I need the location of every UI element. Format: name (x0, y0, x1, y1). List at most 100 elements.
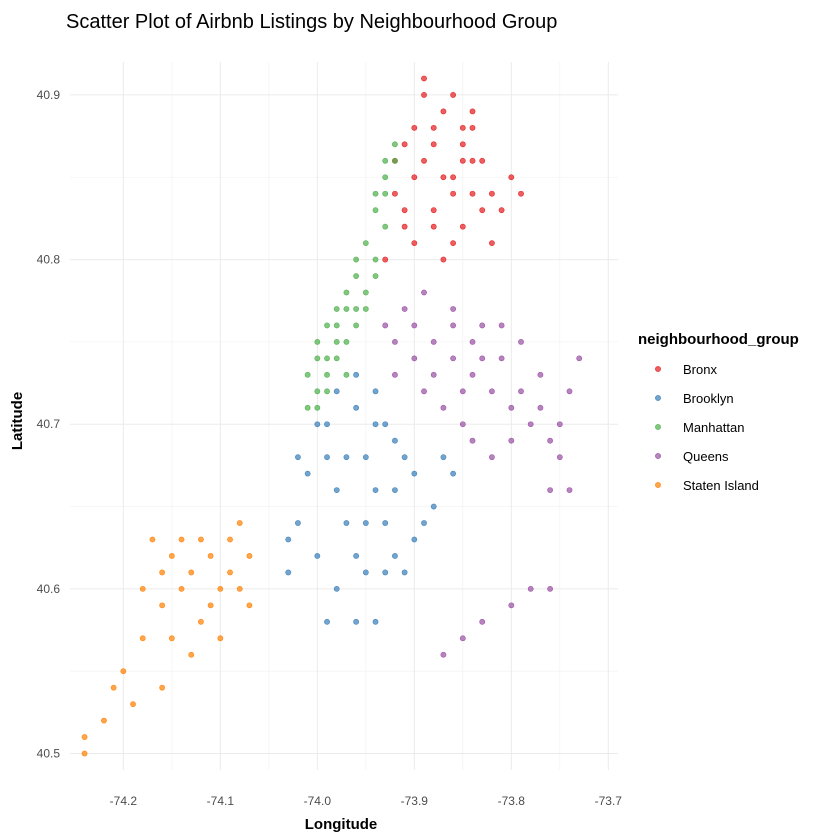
data-point-staten-island (159, 602, 166, 609)
data-point-queens (469, 437, 476, 444)
data-point-bronx (382, 256, 389, 263)
data-point-bronx (421, 157, 427, 164)
data-point-queens (479, 618, 486, 625)
data-point-bronx (459, 124, 466, 131)
data-point-bronx (421, 92, 427, 98)
data-point-bronx (411, 124, 418, 131)
y-tick-label: 40.6 (37, 582, 61, 596)
data-point-queens (459, 421, 466, 428)
data-point-bronx (411, 240, 418, 247)
data-point-manhattan (392, 141, 398, 148)
data-point-staten-island (81, 734, 88, 740)
data-point-brooklyn (362, 520, 369, 526)
x-tick-label: -74.0 (304, 794, 332, 808)
data-point-queens (537, 404, 544, 411)
data-point-bronx (479, 207, 486, 214)
data-point-queens (547, 585, 554, 592)
data-point-brooklyn (382, 569, 389, 576)
data-point-queens (450, 355, 457, 362)
data-point-bronx (508, 174, 515, 181)
data-point-manhattan (372, 207, 379, 214)
data-point-manhattan (362, 240, 369, 247)
series-brooklyn (285, 371, 457, 625)
x-tick-label: -73.8 (498, 794, 526, 808)
x-tick-label: -74.1 (207, 794, 235, 808)
data-point-staten-island (217, 585, 224, 592)
legend-key-brooklyn (655, 395, 661, 401)
data-point-queens (411, 322, 418, 329)
data-point-brooklyn (392, 437, 398, 444)
y-tick-label: 40.9 (37, 88, 61, 102)
data-point-staten-island (81, 750, 88, 757)
data-point-brooklyn (372, 388, 379, 395)
data-point-queens (508, 437, 515, 444)
data-point-bronx (450, 174, 457, 181)
x-tick-label: -73.9 (401, 794, 429, 808)
data-point-queens (508, 602, 515, 609)
data-point-queens (459, 388, 466, 395)
data-point-manhattan (372, 190, 379, 197)
data-point-queens (421, 289, 427, 296)
data-point-staten-island (178, 585, 185, 592)
data-point-bronx (430, 141, 437, 148)
data-point-brooklyn (353, 553, 360, 559)
data-point-brooklyn (392, 487, 398, 493)
y-tick-label: 40.5 (37, 747, 61, 761)
data-point-manhattan (333, 306, 340, 312)
data-point-queens (479, 322, 486, 329)
data-point-queens (440, 404, 447, 411)
data-point-staten-island (139, 635, 146, 642)
data-point-queens (518, 339, 524, 345)
data-point-manhattan (372, 256, 379, 263)
data-point-bronx (401, 223, 408, 230)
data-point-brooklyn (392, 553, 398, 559)
data-point-bronx (430, 124, 437, 131)
data-point-queens (527, 421, 534, 428)
legend-title: neighbourhood_group (638, 331, 799, 348)
data-point-brooklyn (333, 388, 340, 395)
data-point-bronx (469, 190, 476, 197)
data-point-bronx (489, 240, 495, 247)
legend-item-brooklyn: Brooklyn (655, 391, 734, 406)
data-point-staten-island (159, 684, 166, 691)
data-point-staten-island (236, 585, 243, 592)
data-point-manhattan (333, 322, 340, 329)
data-point-queens (576, 355, 583, 362)
data-point-queens (392, 371, 398, 378)
data-point-brooklyn (304, 470, 311, 477)
data-point-brooklyn (324, 454, 330, 461)
data-point-bronx (421, 75, 427, 82)
data-point-staten-island (110, 684, 117, 691)
data-point-queens (459, 635, 466, 642)
data-point-staten-island (168, 553, 175, 559)
data-point-staten-island (207, 553, 214, 559)
data-point-queens (440, 651, 447, 658)
data-point-manhattan (353, 306, 360, 312)
legend-label-queens: Queens (683, 449, 729, 464)
data-point-queens (556, 421, 563, 428)
data-point-brooklyn (362, 454, 369, 461)
data-point-brooklyn (372, 618, 379, 625)
data-point-manhattan (314, 404, 321, 411)
x-tick-label: -73.7 (595, 794, 623, 808)
data-point-manhattan (314, 388, 321, 395)
y-tick-label: 40.8 (37, 253, 61, 267)
data-point-staten-island (198, 536, 204, 543)
data-point-queens (547, 487, 554, 493)
data-point-bronx (401, 141, 408, 148)
data-point-brooklyn (401, 569, 408, 576)
data-point-manhattan (392, 157, 398, 164)
data-point-bronx (459, 223, 466, 230)
data-point-manhattan (324, 388, 330, 395)
data-point-manhattan (324, 322, 330, 329)
data-point-queens (508, 404, 515, 411)
series-bronx (382, 75, 524, 263)
data-point-queens (498, 322, 505, 329)
data-point-bronx (401, 207, 408, 214)
data-point-bronx (489, 190, 495, 197)
data-point-staten-island (217, 635, 224, 642)
data-point-manhattan (353, 322, 360, 329)
data-point-manhattan (343, 306, 350, 312)
legend-item-queens: Queens (655, 449, 729, 464)
